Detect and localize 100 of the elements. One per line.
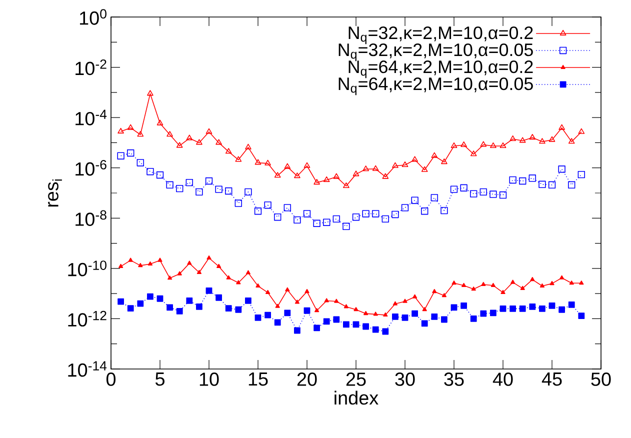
x-tick-label: 20 [297, 372, 317, 386]
point [500, 142, 506, 148]
x-tick-label: 5 [155, 372, 164, 386]
point [225, 187, 232, 195]
point [344, 304, 349, 308]
point [392, 162, 398, 168]
legend-label: N$_{q}$=64,κ=2,M=10,α=0.2 [348, 60, 533, 78]
point [216, 294, 222, 301]
point [382, 173, 389, 179]
point [215, 186, 222, 193]
point [206, 255, 212, 260]
x-tick-label: 30 [395, 372, 415, 386]
point [294, 327, 300, 334]
point [206, 128, 212, 134]
y-tick-label: 10$^{-4}$ [76, 110, 107, 126]
point [480, 310, 487, 317]
point [548, 181, 556, 188]
point [510, 135, 516, 142]
point [284, 204, 291, 212]
point [362, 166, 369, 172]
point [442, 293, 447, 298]
point [332, 215, 340, 223]
point [450, 186, 458, 193]
point [245, 298, 252, 304]
point [206, 288, 212, 294]
point [450, 142, 458, 148]
point [578, 312, 585, 320]
point [441, 158, 448, 164]
point [246, 270, 251, 274]
point [471, 286, 476, 291]
point [244, 188, 252, 196]
point [530, 276, 535, 282]
point [529, 304, 536, 310]
point [460, 141, 467, 148]
point [538, 180, 546, 188]
point [333, 173, 340, 179]
point [430, 194, 438, 202]
point [383, 312, 388, 317]
point [550, 280, 554, 286]
point [509, 176, 516, 184]
point [452, 280, 456, 285]
point [225, 148, 232, 154]
point [216, 139, 222, 145]
point [470, 190, 478, 198]
point [352, 170, 360, 176]
point [568, 302, 575, 308]
point [392, 314, 398, 320]
point [539, 138, 546, 144]
point [254, 208, 262, 215]
point [441, 316, 448, 323]
point [421, 166, 428, 172]
point [156, 120, 164, 126]
point [127, 305, 134, 312]
point [274, 172, 281, 178]
point [372, 326, 379, 333]
point [264, 312, 271, 318]
point [264, 202, 272, 209]
point [401, 204, 409, 212]
point [254, 159, 262, 165]
y-tick-label: 10$^{0}$ [80, 9, 106, 25]
point [256, 283, 260, 288]
point [460, 302, 468, 309]
point [314, 178, 320, 185]
point [118, 128, 124, 134]
point [558, 306, 566, 313]
point [167, 276, 172, 280]
point [196, 188, 203, 196]
point [186, 134, 193, 140]
point [275, 304, 280, 308]
point [148, 261, 153, 266]
point [382, 215, 389, 223]
y-tick-label: 10$^{-6}$ [76, 160, 106, 176]
point [519, 306, 526, 312]
point [362, 323, 369, 330]
point [265, 290, 270, 294]
point [548, 302, 556, 309]
point [470, 316, 477, 322]
point [323, 318, 330, 325]
x-axis-title: index [334, 390, 378, 405]
point [539, 306, 546, 312]
point [274, 319, 281, 326]
point [146, 168, 154, 176]
point [560, 275, 564, 280]
point [176, 184, 184, 192]
point [342, 222, 350, 230]
point [127, 124, 134, 130]
point [323, 176, 330, 182]
point [480, 188, 488, 196]
y-tick-label: 10$^{-10}$ [68, 260, 106, 276]
point [294, 172, 300, 178]
point [166, 131, 173, 137]
point [118, 264, 124, 268]
point [333, 316, 340, 323]
legend-label: N$_{q}$=32,κ=2,M=10,α=0.05 [338, 43, 533, 62]
point [569, 280, 574, 285]
point [118, 298, 124, 305]
point [196, 304, 202, 310]
point [176, 142, 183, 148]
point [421, 208, 428, 215]
point [440, 206, 448, 214]
